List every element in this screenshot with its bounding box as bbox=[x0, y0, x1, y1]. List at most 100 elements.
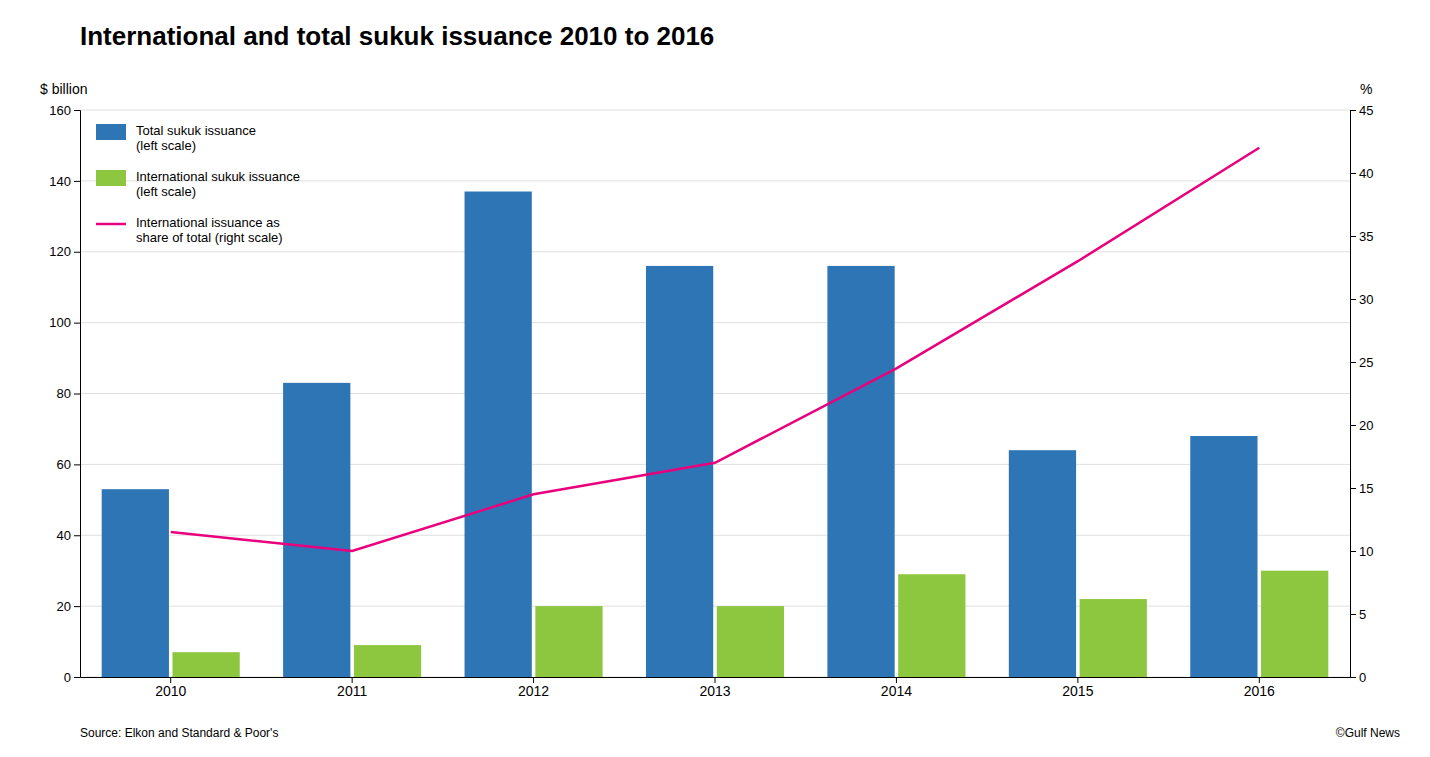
tick: 15 bbox=[1350, 481, 1373, 496]
tick: 2011 bbox=[337, 677, 367, 699]
tick-mark bbox=[1350, 488, 1356, 489]
tick: 2015 bbox=[1062, 677, 1093, 699]
tick-label: 60 bbox=[57, 457, 71, 472]
tick-mark bbox=[1350, 425, 1356, 426]
title: International and total sukuk issuance 2… bbox=[80, 21, 714, 51]
y2-axis-label: % bbox=[1360, 81, 1372, 97]
tick-label: 25 bbox=[1359, 355, 1373, 370]
tick-label: 2016 bbox=[1244, 683, 1275, 699]
tick: 2010 bbox=[155, 677, 186, 699]
axis-domain bbox=[74, 111, 81, 678]
tick-label: 0 bbox=[64, 670, 71, 685]
tick-mark bbox=[74, 252, 80, 253]
tick: 100 bbox=[49, 315, 80, 330]
tick: 25 bbox=[1350, 355, 1373, 370]
tick-mark bbox=[74, 394, 80, 395]
tick: 2016 bbox=[1244, 677, 1275, 699]
grid-line bbox=[80, 606, 1350, 607]
bar bbox=[898, 574, 965, 677]
annotation: ©Gulf News bbox=[1336, 726, 1400, 740]
tick-label: 20 bbox=[1359, 418, 1373, 433]
tick-label: 2014 bbox=[881, 683, 912, 699]
grid bbox=[80, 110, 1350, 677]
y2-axis: 0 5 10 15 20 25 30 35 40 45 bbox=[1350, 103, 1373, 685]
legend-item: International sukuk issuance(left scale) bbox=[96, 169, 300, 200]
tick-label: 40 bbox=[57, 528, 71, 543]
tick: 160 bbox=[49, 103, 80, 118]
tick-label: 15 bbox=[1359, 481, 1373, 496]
tick-label: 5 bbox=[1359, 607, 1366, 622]
y-axis: 0 20 40 60 80 100 120 140 160 bbox=[49, 103, 80, 685]
legend-label: Total sukuk issuance(left scale) bbox=[136, 123, 256, 154]
x-axis: 2010201120122013201420152016 bbox=[81, 677, 1351, 699]
grid-line bbox=[80, 110, 1350, 111]
tick-mark bbox=[1350, 677, 1356, 678]
tick-mark bbox=[74, 110, 80, 111]
tick: 45 bbox=[1350, 103, 1373, 118]
tick-label: 140 bbox=[49, 174, 71, 189]
bar bbox=[102, 489, 169, 677]
tick-label: 100 bbox=[49, 315, 71, 330]
tick-mark bbox=[1350, 299, 1356, 300]
tick: 10 bbox=[1350, 544, 1373, 559]
legend-label: International sukuk issuance(left scale) bbox=[136, 169, 300, 200]
annotation: Source: Elkon and Standard & Poor's bbox=[80, 726, 278, 740]
tick: 40 bbox=[57, 528, 80, 543]
bar-series bbox=[102, 192, 1258, 677]
tick-label: 2015 bbox=[1062, 683, 1093, 699]
axis-domain bbox=[1351, 111, 1357, 678]
bar bbox=[1009, 450, 1076, 677]
tick-mark bbox=[74, 535, 80, 536]
tick-label: 0 bbox=[1359, 670, 1366, 685]
tick: 40 bbox=[1350, 166, 1373, 181]
tick-label: 45 bbox=[1359, 103, 1373, 118]
tick: 2012 bbox=[518, 677, 549, 699]
tick-label: 30 bbox=[1359, 292, 1373, 307]
tick: 5 bbox=[1350, 607, 1366, 622]
chart-container: International and total sukuk issuance 2… bbox=[0, 0, 1430, 757]
tick-mark bbox=[74, 677, 80, 678]
tick: 30 bbox=[1350, 292, 1373, 307]
tick-mark bbox=[74, 464, 80, 465]
grid-line bbox=[80, 251, 1350, 252]
tick-label: 80 bbox=[57, 386, 71, 401]
bar bbox=[283, 383, 350, 677]
legend-item: International issuance asshare of total … bbox=[96, 215, 283, 246]
tick: 0 bbox=[64, 670, 80, 685]
tick-mark bbox=[74, 606, 80, 607]
tick: 120 bbox=[49, 244, 80, 259]
tick: 20 bbox=[1350, 418, 1373, 433]
tick-mark bbox=[1350, 362, 1356, 363]
tick: 35 bbox=[1350, 229, 1373, 244]
legend-swatch bbox=[96, 124, 126, 140]
legend-swatch bbox=[96, 170, 126, 186]
tick-label: 120 bbox=[49, 244, 71, 259]
legend-item: Total sukuk issuance(left scale) bbox=[96, 123, 256, 154]
bar bbox=[717, 606, 784, 677]
marks bbox=[102, 148, 1329, 677]
tick: 80 bbox=[57, 386, 80, 401]
tick-label: 40 bbox=[1359, 166, 1373, 181]
tick: 2014 bbox=[881, 677, 912, 699]
grid-line bbox=[80, 322, 1350, 323]
legend-label: International issuance asshare of total … bbox=[136, 215, 283, 246]
bar bbox=[1190, 436, 1257, 677]
tick-label: 160 bbox=[49, 103, 71, 118]
chart-svg: International and total sukuk issuance 2… bbox=[0, 0, 1430, 757]
tick: 60 bbox=[57, 457, 80, 472]
tick: 20 bbox=[57, 599, 80, 614]
tick-label: 2012 bbox=[518, 683, 549, 699]
tick-mark bbox=[1350, 110, 1356, 111]
tick-mark bbox=[1350, 614, 1356, 615]
bar bbox=[354, 645, 421, 677]
bar-series bbox=[172, 571, 1328, 677]
bar bbox=[535, 606, 602, 677]
legend: Total sukuk issuance(left scale) Internat… bbox=[96, 123, 300, 246]
tick-mark bbox=[1350, 551, 1356, 552]
bar bbox=[172, 652, 239, 677]
tick-label: 2010 bbox=[155, 683, 186, 699]
bar bbox=[646, 266, 713, 677]
tick-mark bbox=[74, 323, 80, 324]
bar bbox=[1261, 571, 1328, 677]
grid-line bbox=[80, 535, 1350, 536]
